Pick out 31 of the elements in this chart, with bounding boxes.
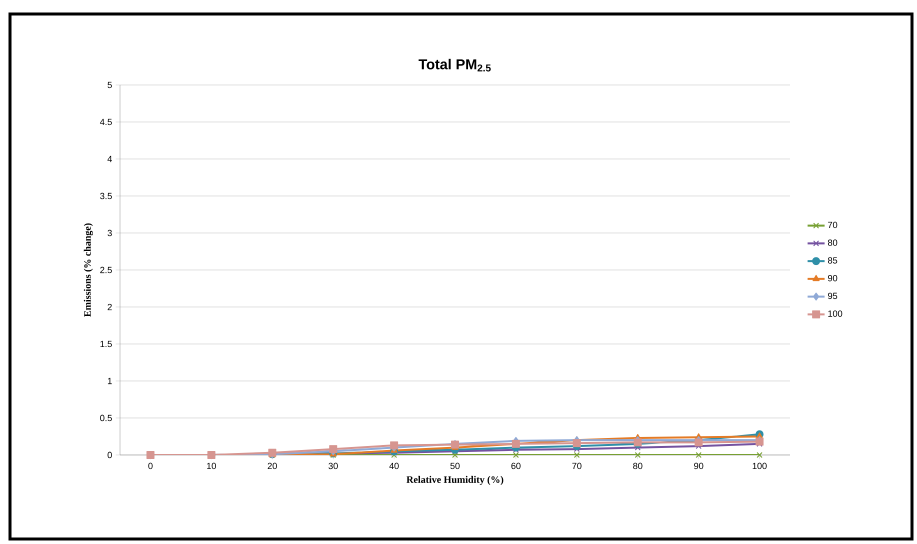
y-tick-label: 2.5	[100, 266, 112, 274]
y-tick-label: 3	[108, 230, 112, 236]
x-tick-label: 50	[450, 462, 460, 470]
y-tick-label: 0	[108, 452, 112, 458]
legend-label: 80	[828, 239, 838, 246]
y-tick-label: 5	[108, 82, 112, 88]
x-tick-label: 60	[511, 462, 521, 470]
x-tick-label: 30	[328, 462, 338, 470]
y-axis-title: Emissions (% change)	[84, 223, 93, 317]
y-tick-label: 2	[108, 304, 112, 310]
chart-title: Total PM$_{2.5}$	[418, 58, 491, 72]
y-tick-label: 1.5	[100, 340, 112, 348]
legend-label: 90	[828, 274, 838, 282]
y-tick-label: 3.5	[100, 192, 112, 200]
legend-label: 100	[828, 310, 842, 317]
x-axis-title: Relative Humidity (%)	[406, 476, 504, 486]
y-tick-label: 4	[107, 156, 112, 162]
x-tick-label: 20	[268, 462, 277, 470]
x-tick-label: 10	[207, 462, 216, 470]
x-tick-label: 100	[752, 462, 767, 470]
x-tick-label: 70	[572, 462, 582, 470]
legend-label: 85	[828, 257, 838, 264]
legend-label: 70	[828, 222, 838, 228]
y-tick-label: 0.5	[100, 414, 112, 422]
x-tick-label: 90	[694, 462, 704, 470]
y-tick-label: 1	[108, 378, 112, 384]
x-tick-label: 0	[148, 462, 153, 470]
x-tick-label: 40	[389, 462, 399, 470]
y-tick-label: 4.5	[100, 118, 112, 126]
legend-label: 95	[828, 292, 838, 300]
x-tick-label: 80	[633, 462, 642, 470]
